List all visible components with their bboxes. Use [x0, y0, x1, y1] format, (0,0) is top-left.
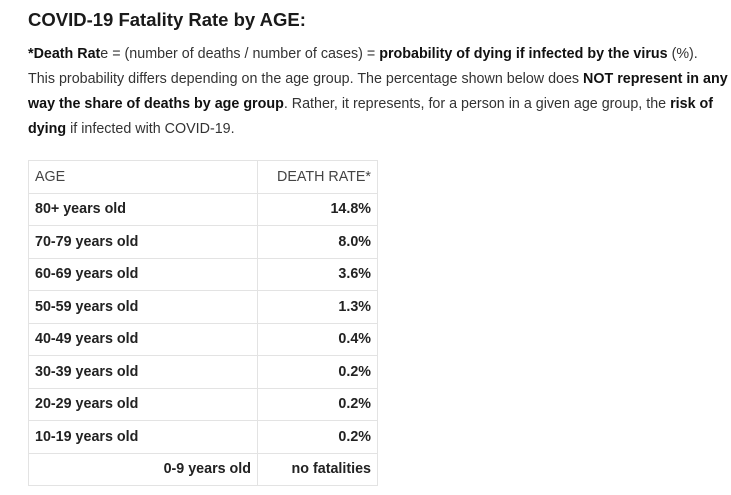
- age-cell: 80+ years old: [28, 192, 258, 226]
- age-cell: 20-29 years old: [28, 387, 258, 421]
- table-row: 60-69 years old 3.6%: [28, 257, 378, 291]
- table-row: 30-39 years old 0.2%: [28, 355, 378, 389]
- rate-cell: 0.4%: [257, 322, 378, 356]
- rate-cell: 1.3%: [257, 290, 378, 324]
- text: (%). This probability differs depending …: [28, 46, 698, 87]
- table: AGE DEATH RATE* 80+ years old 14.8% 70-79 y…: [28, 160, 378, 486]
- table-row: 50-59 years old 1.3%: [28, 290, 378, 324]
- rate-cell: 0.2%: [257, 355, 378, 389]
- age-cell: 50-59 years old: [28, 290, 258, 324]
- text: if infected with COVID-19.: [66, 121, 235, 137]
- header-cell: DEATH RATE*: [257, 160, 378, 194]
- rate-cell: 8.0%: [257, 225, 378, 259]
- header-row: AGE DEATH RATE*: [28, 160, 378, 194]
- age-cell: 0-9 years old: [28, 452, 258, 486]
- age-cell: 10-19 years old: [28, 420, 258, 454]
- table-body: 80+ years old 14.8% 70-79 years old 8.0% 60-…: [28, 192, 378, 486]
- text: e = (number of deaths / number of cases)…: [100, 46, 380, 62]
- age-cell: 40-49 years old: [28, 322, 258, 356]
- table-row: 70-79 years old 8.0%: [28, 225, 378, 259]
- age-cell: 30-39 years old: [28, 355, 258, 389]
- header-cell: AGE: [28, 160, 258, 194]
- title: COVID-19 Fatality Rate by AGE:: [28, 9, 306, 30]
- rate-cell: 3.6%: [257, 257, 378, 291]
- paragraph: *Death Rate = (number of deaths / number…: [28, 42, 728, 142]
- table-row: 10-19 years old 0.2%: [28, 420, 378, 454]
- table-row: 40-49 years old 0.4%: [28, 322, 378, 356]
- rate-cell: 0.2%: [257, 420, 378, 454]
- rate-cell: 0.2%: [257, 387, 378, 421]
- age-cell: 60-69 years old: [28, 257, 258, 291]
- age-cell: 70-79 years old: [28, 225, 258, 259]
- table-row: 20-29 years old 0.2%: [28, 387, 378, 421]
- bold-text: NOT represent in any way the share of de…: [28, 71, 728, 112]
- rate-cell: 14.8%: [257, 192, 378, 226]
- bold-text: risk of dying: [28, 96, 713, 137]
- bold-text: *Death Rat: [28, 46, 101, 62]
- table-row: 80+ years old 14.8%: [28, 192, 378, 226]
- text: . Rather, it represents, for a person in…: [283, 96, 671, 112]
- bold-text: probability of dying if infected by the …: [379, 46, 668, 62]
- table-row: 0-9 years old no fatalities: [28, 452, 378, 486]
- rate-cell: no fatalities: [257, 452, 378, 486]
